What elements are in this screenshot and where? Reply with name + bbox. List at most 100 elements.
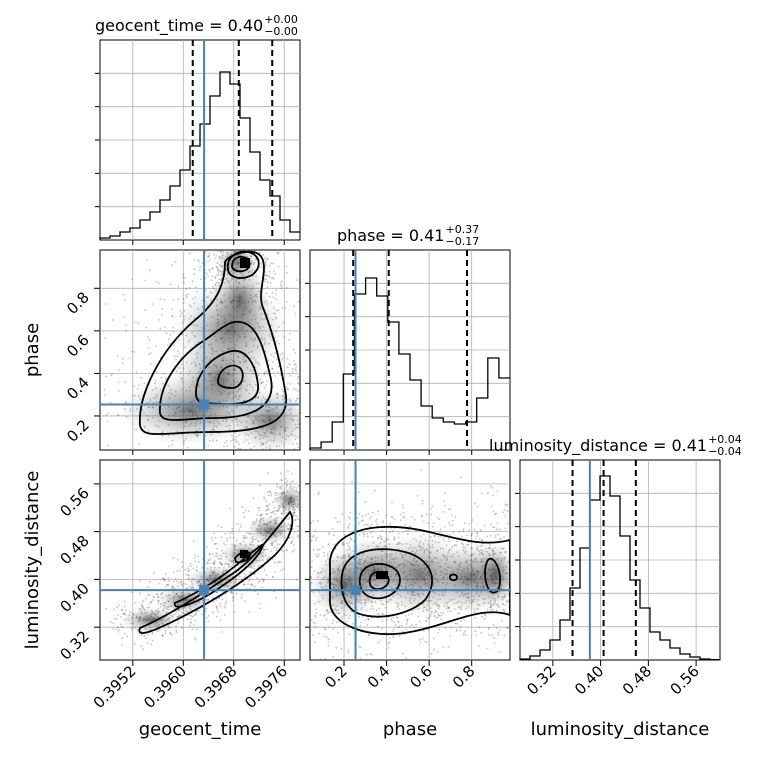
x-tick-label-phase: 0.2 bbox=[321, 662, 351, 692]
sample-point bbox=[141, 605, 144, 607]
sample-point bbox=[161, 634, 164, 637]
sample-point bbox=[194, 636, 196, 639]
sample-point bbox=[253, 573, 255, 576]
sample-point bbox=[223, 445, 226, 448]
sample-point bbox=[481, 539, 483, 542]
sample-point bbox=[312, 634, 314, 637]
sample-point bbox=[148, 338, 151, 341]
sample-point bbox=[265, 513, 268, 516]
sample-point bbox=[275, 596, 278, 599]
y-axis-label-luminosity_distance: luminosity_distance bbox=[22, 471, 43, 650]
sample-point bbox=[478, 626, 481, 629]
sample-point bbox=[317, 664, 319, 666]
sample-point bbox=[293, 531, 296, 533]
sample-point bbox=[175, 580, 178, 583]
sample-point bbox=[371, 530, 374, 533]
sample-point bbox=[169, 632, 171, 634]
sample-point bbox=[165, 585, 167, 588]
sample-point bbox=[86, 363, 88, 365]
sample-point bbox=[454, 516, 457, 518]
sample-point bbox=[429, 513, 432, 516]
sample-point bbox=[141, 605, 144, 608]
sample-point bbox=[265, 278, 267, 281]
sample-point bbox=[122, 612, 125, 615]
sample-point bbox=[269, 264, 271, 267]
sample-point bbox=[233, 610, 235, 613]
sample-point bbox=[246, 246, 248, 248]
sample-point bbox=[296, 525, 299, 528]
sample-point bbox=[499, 606, 501, 608]
sample-point bbox=[193, 259, 196, 261]
sample-point bbox=[306, 457, 308, 459]
sample-point bbox=[211, 268, 214, 270]
sample-point bbox=[363, 524, 366, 526]
sample-point bbox=[117, 631, 120, 633]
sample-point bbox=[392, 634, 395, 637]
x-tick-label-phase: 0.4 bbox=[364, 662, 394, 692]
sample-point bbox=[437, 631, 439, 634]
sample-point bbox=[172, 298, 175, 301]
sample-point bbox=[504, 604, 507, 606]
sample-point bbox=[512, 549, 514, 551]
sample-point bbox=[241, 247, 243, 249]
sample-point bbox=[294, 519, 297, 521]
sample-point bbox=[430, 508, 432, 510]
sample-point bbox=[267, 494, 270, 496]
sample-point bbox=[256, 514, 259, 516]
sample-point bbox=[397, 626, 400, 629]
sample-point bbox=[304, 516, 306, 518]
sample-point bbox=[411, 516, 413, 518]
sample-point bbox=[367, 535, 369, 538]
sample-point bbox=[266, 257, 269, 260]
sample-point bbox=[280, 479, 283, 482]
sample-point bbox=[175, 358, 178, 361]
sample-point bbox=[304, 504, 306, 506]
sample-point bbox=[259, 484, 262, 487]
sample-point bbox=[392, 616, 395, 619]
sample-point bbox=[347, 515, 350, 518]
sample-point bbox=[251, 457, 253, 459]
sample-point bbox=[168, 338, 170, 341]
sample-point bbox=[173, 344, 175, 347]
sample-point bbox=[229, 536, 232, 539]
sample-point bbox=[518, 556, 520, 558]
sample-point bbox=[279, 569, 282, 572]
sample-point bbox=[149, 580, 152, 583]
sample-point bbox=[304, 442, 306, 444]
sample-point bbox=[91, 450, 93, 452]
sample-point bbox=[367, 617, 369, 620]
title-minus-phase: −0.17 bbox=[445, 235, 479, 248]
sample-point bbox=[306, 598, 308, 600]
sample-point bbox=[260, 515, 263, 517]
sample-point bbox=[421, 502, 424, 505]
sample-point bbox=[210, 279, 213, 281]
sample-point bbox=[421, 637, 424, 640]
sample-point bbox=[162, 577, 165, 580]
sample-point bbox=[493, 642, 496, 645]
sample-point bbox=[196, 565, 198, 568]
sample-point bbox=[402, 630, 404, 633]
sample-point bbox=[303, 359, 305, 361]
sample-point bbox=[109, 401, 112, 404]
sample-point bbox=[97, 418, 99, 420]
sample-point bbox=[338, 521, 341, 523]
sample-point bbox=[432, 526, 434, 528]
sample-point bbox=[106, 420, 109, 423]
sample-point bbox=[494, 534, 497, 536]
sample-point bbox=[468, 523, 471, 525]
sample-point bbox=[88, 419, 90, 421]
sample-point bbox=[272, 576, 274, 578]
sample-point bbox=[393, 518, 396, 521]
y-tick-label-luminosity_distance: 0.48 bbox=[56, 532, 92, 568]
sample-point bbox=[502, 511, 504, 514]
sample-point bbox=[385, 531, 388, 534]
sample-point bbox=[307, 505, 309, 507]
sample-point bbox=[267, 508, 270, 511]
sample-point bbox=[148, 353, 150, 356]
sample-point bbox=[120, 616, 122, 618]
sample-point bbox=[408, 663, 410, 665]
sample-point bbox=[349, 536, 352, 539]
sample-point bbox=[181, 561, 183, 564]
sample-point bbox=[266, 258, 269, 261]
sample-point bbox=[234, 452, 236, 454]
